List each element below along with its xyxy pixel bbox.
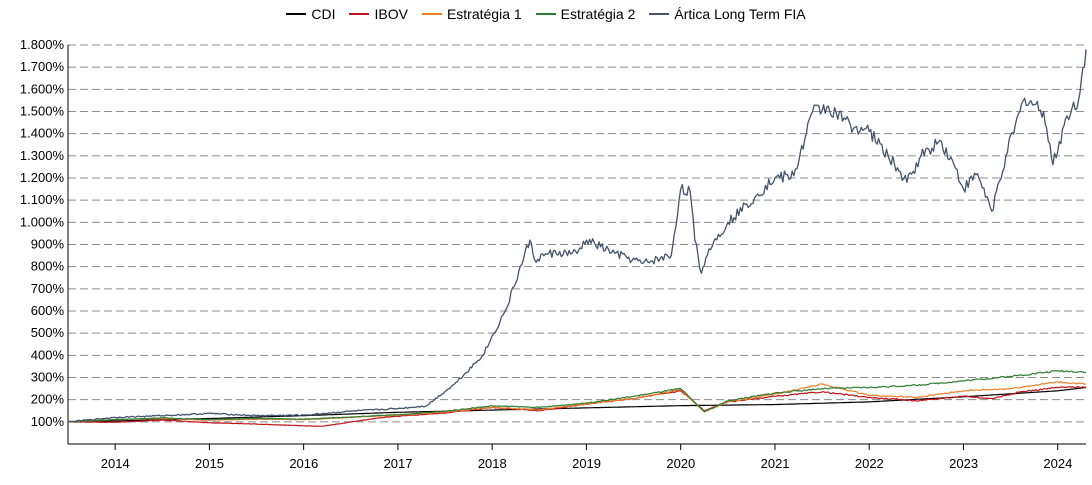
y-tick-label: 200% (31, 392, 65, 407)
gridlines (68, 44, 1086, 423)
y-tick-label: 900% (31, 237, 65, 252)
y-tick-label: 400% (31, 347, 65, 362)
y-tick-label: 1.100% (20, 192, 65, 207)
legend-item-estrategia-1: Estratégia 1 (421, 6, 522, 22)
legend-label-artica: Ártica Long Term FIA (674, 6, 806, 22)
x-tick-label: 2023 (949, 456, 978, 471)
y-tick-label: 300% (31, 370, 65, 385)
legend-label-cdi: CDI (311, 6, 336, 22)
y-tick-label: 800% (31, 259, 65, 274)
chart-legend: CDI IBOV Estratégia 1 Estratégia 2 Ártic… (0, 6, 1092, 22)
legend-swatch-estrategia-1 (421, 13, 442, 15)
legend-label-estrategia-2: Estratégia 2 (560, 6, 636, 22)
y-tick-label: 1.000% (20, 214, 65, 229)
x-tick-label: 2018 (478, 456, 507, 471)
y-tick-label: 700% (31, 281, 65, 296)
legend-item-ibov: IBOV (349, 6, 408, 22)
legend-item-artica: Ártica Long Term FIA (649, 6, 806, 22)
legend-label-ibov: IBOV (374, 6, 408, 22)
x-tick-label: 2019 (572, 456, 601, 471)
y-tick-label: 1.500% (20, 104, 65, 119)
x-tick-label: 2015 (195, 456, 224, 471)
x-tick-label: 2024 (1043, 456, 1072, 471)
legend-item-estrategia-2: Estratégia 2 (535, 6, 636, 22)
y-tick-label: 1.200% (20, 170, 65, 185)
y-tick-label: 600% (31, 303, 65, 318)
y-tick-label: 1.400% (20, 126, 65, 141)
legend-swatch-ibov (349, 13, 370, 15)
y-tick-label: 1.600% (20, 81, 65, 96)
x-tick-label: 2014 (101, 456, 130, 471)
series-lines (67, 49, 1087, 427)
y-tick-label: 100% (31, 414, 65, 429)
y-tick-label: 1.800% (20, 37, 65, 52)
y-tick-label: 1.700% (20, 59, 65, 74)
legend-swatch-cdi (286, 13, 307, 15)
y-tick-label: 1.300% (20, 148, 65, 163)
series-line-cdi (68, 386, 1087, 423)
legend-swatch-estrategia-2 (535, 13, 556, 15)
legend-label-estrategia-1: Estratégia 1 (446, 6, 522, 22)
x-tick-label: 2020 (666, 456, 695, 471)
series-line-estrat-gia-1 (68, 380, 1087, 423)
x-tick-label: 2017 (384, 456, 413, 471)
series-line-estrat-gia-2 (67, 369, 1087, 423)
x-tick-label: 2016 (289, 456, 318, 471)
x-tick-label: 2021 (761, 456, 790, 471)
legend-item-cdi: CDI (286, 6, 335, 22)
y-axis: 100% 200% 300% 400% 500% 600% 700% 800% 900% 1.00… (20, 37, 69, 444)
legend-swatch-artica (649, 13, 670, 15)
series-line-rtica-long-term-fia (67, 49, 1087, 423)
x-tick-label: 2022 (855, 456, 884, 471)
x-axis: 2014 2015 2016 2017 2018 2019 2020 2021 2022 2023… (68, 443, 1086, 471)
y-tick-label: 500% (31, 325, 65, 340)
